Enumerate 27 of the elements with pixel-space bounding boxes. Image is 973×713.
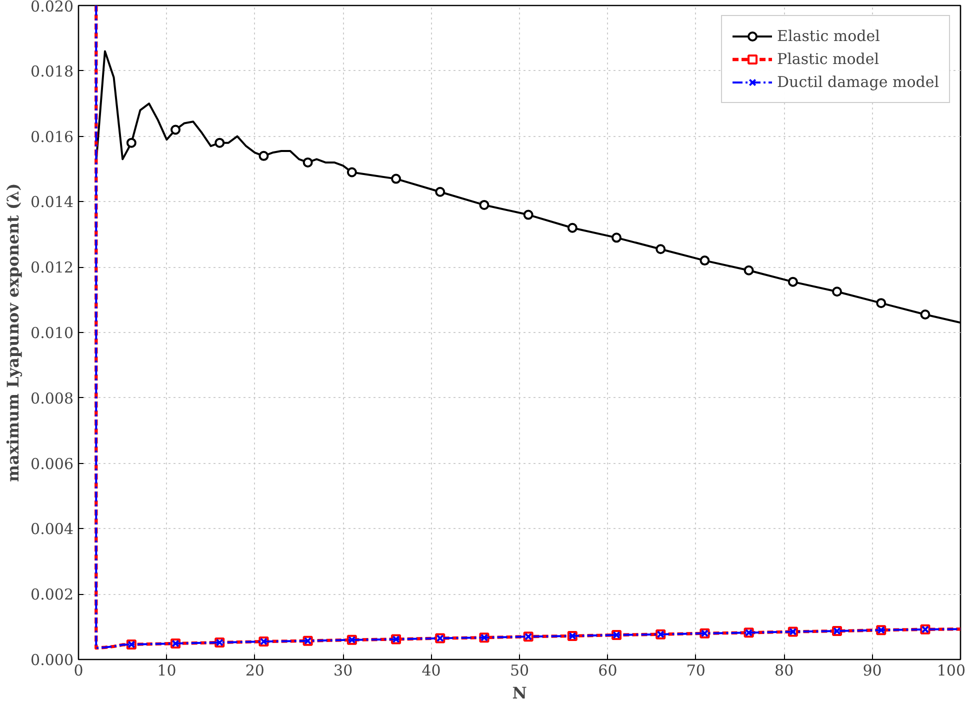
legend-label: Elastic model (777, 27, 880, 45)
y-tick-label: 0.010 (30, 324, 74, 342)
x-axis-title: N (512, 684, 527, 702)
y-tick-label: 0.006 (30, 454, 74, 473)
x-tick-label: 20 (245, 662, 264, 680)
x-tick-label: 90 (862, 662, 882, 680)
x-tick-label: 70 (686, 662, 706, 680)
x-tick-label: 50 (510, 662, 530, 680)
y-tick-label: 0.004 (30, 520, 74, 538)
y-axis-title: maximum Lyapunov exponent (λ) (4, 183, 23, 482)
x-tick-label: 60 (598, 662, 618, 680)
y-tick-label: 0.008 (30, 389, 74, 408)
x-tick-label: 80 (774, 662, 794, 680)
x-tick-label: 30 (334, 662, 353, 680)
y-tick-label: 0.002 (30, 586, 74, 604)
legend-label: Plastic model (777, 50, 880, 68)
y-tick-label: 0.016 (30, 128, 74, 146)
y-tick-label: 0.012 (30, 258, 74, 277)
y-tick-label: 0.014 (30, 193, 74, 212)
x-tick-label: 10 (157, 662, 176, 680)
y-tick-label: 0.020 (30, 0, 74, 16)
x-tick-label: 40 (422, 662, 441, 680)
x-tick-label: 100 (936, 662, 966, 680)
y-tick-label: 0.018 (30, 62, 74, 80)
legend-label: Ductil damage model (777, 73, 939, 91)
x-tick-label: 0 (74, 662, 84, 680)
y-tick-label: 0.000 (30, 651, 74, 669)
